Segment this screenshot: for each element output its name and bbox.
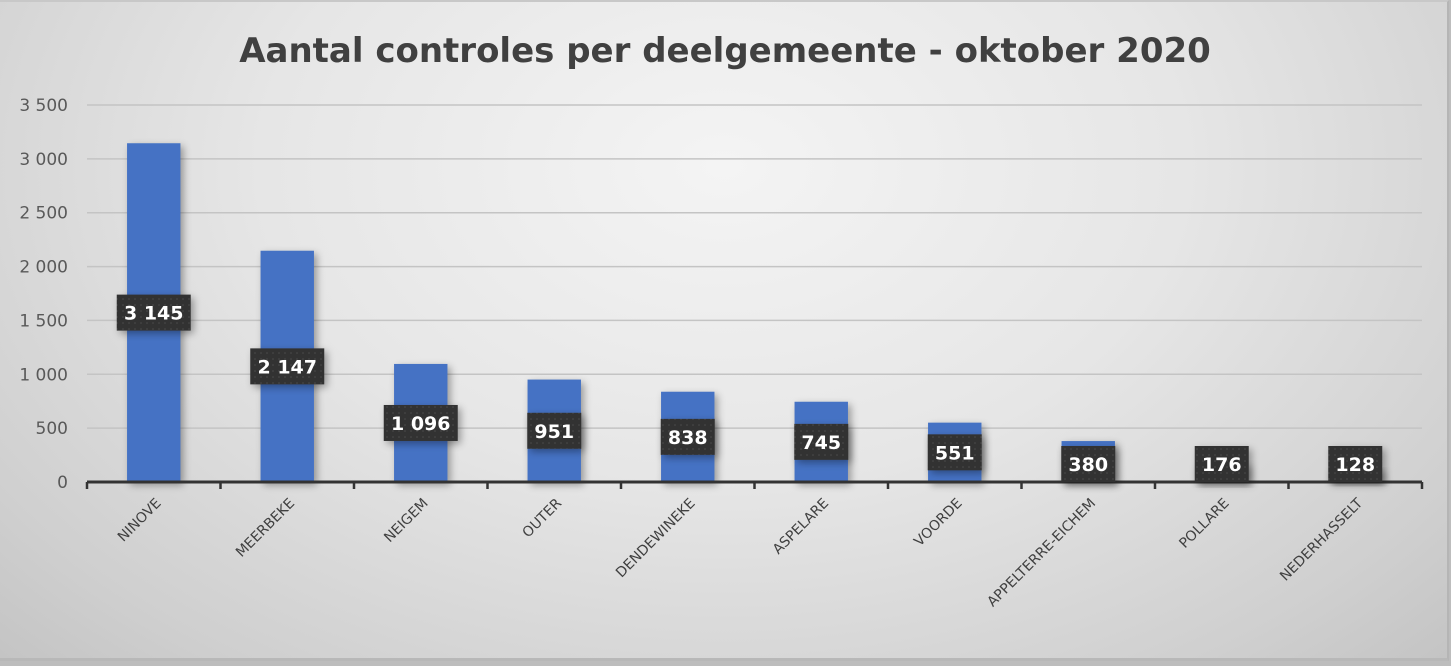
data-label-box	[383, 404, 458, 441]
data-label-text: 380	[1068, 454, 1108, 476]
x-tick-label: ASPELARE	[770, 496, 832, 558]
bars	[127, 143, 1382, 482]
data-label: 551	[927, 434, 982, 471]
chart-title: Aantal controles per deelgemeente - okto…	[239, 31, 1211, 71]
data-labels: 3 145 2 147 1 096 951 838 745 551 380 176 128	[116, 294, 1383, 482]
y-tick-label: 0	[57, 473, 68, 493]
x-tick-label: MEERBEKE	[233, 496, 298, 561]
data-label-box	[527, 412, 582, 449]
y-tick-label: 1 500	[19, 311, 68, 331]
y-axis-labels: 0 500 1 000 1 500 2 000 2 500 3 000 3 500	[19, 96, 68, 493]
data-label-box	[1194, 446, 1249, 482]
data-label-text: 3 145	[124, 303, 184, 325]
data-label-text: 128	[1335, 454, 1375, 476]
data-label-box	[1328, 446, 1383, 482]
x-tick-label: POLLARE	[1176, 496, 1232, 552]
data-label-box	[250, 348, 325, 385]
data-label: 745	[794, 423, 849, 460]
data-label: 838	[660, 418, 715, 455]
data-label-text: 551	[935, 442, 975, 464]
y-tick-label: 2 000	[19, 258, 68, 278]
data-label: 176	[1194, 446, 1249, 482]
x-tick-label: DENDEWINEKE	[613, 496, 699, 582]
data-label-box	[116, 294, 191, 331]
data-label: 1 096	[383, 404, 458, 441]
data-label-box	[1061, 446, 1116, 482]
x-tick-label: VOORDE	[911, 496, 965, 550]
data-label: 128	[1328, 446, 1383, 482]
data-label-box	[660, 418, 715, 455]
data-label-text: 176	[1202, 454, 1242, 476]
x-tick-label: NINOVE	[115, 496, 165, 546]
x-tick-label: NEDERHASSELT	[1277, 495, 1366, 584]
y-tick-label: 3 500	[19, 96, 68, 116]
y-tick-label: 1 000	[19, 365, 68, 385]
data-label-text: 1 096	[391, 413, 451, 435]
x-tick-label: APPELTERRE-EICHEM	[984, 496, 1099, 611]
data-label: 2 147	[250, 348, 325, 385]
data-label-box	[927, 434, 982, 471]
x-tick-label: NEIGEM	[381, 496, 431, 546]
x-axis-labels: NINOVE MEERBEKE NEIGEM OUTER DENDEWINEKE ASPE…	[115, 495, 1367, 610]
y-tick-label: 3 000	[19, 150, 68, 170]
data-label: 3 145	[116, 294, 191, 331]
data-label-text: 745	[801, 432, 841, 454]
data-label-text: 838	[668, 427, 708, 449]
data-label-text: 2 147	[258, 356, 318, 378]
x-axis	[85, 480, 1424, 489]
data-label: 951	[527, 412, 582, 449]
y-tick-label: 2 500	[19, 204, 68, 224]
data-label-box	[794, 423, 849, 460]
y-tick-label: 500	[36, 419, 68, 439]
data-label-text: 951	[534, 421, 574, 443]
data-label: 380	[1061, 446, 1116, 482]
x-tick-label: OUTER	[520, 495, 566, 541]
